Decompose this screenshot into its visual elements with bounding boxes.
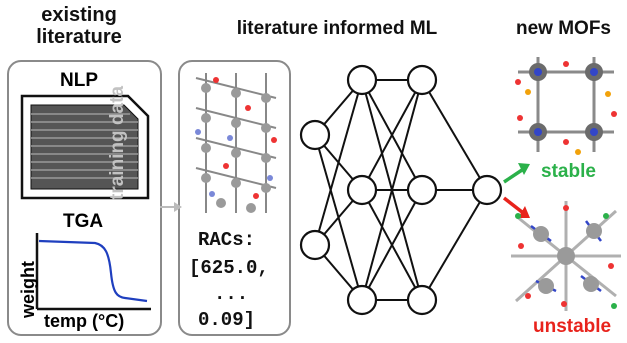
tga-label: TGA [63,211,104,232]
racs-first-value: [625.0, [189,257,269,279]
output-node [471,174,503,206]
input-node [299,229,331,261]
hidden-node [346,174,378,206]
hidden-node [406,284,438,316]
existing-literature-title: existing literature [36,4,122,48]
stable-mof-image [515,57,617,155]
unstable-arrow [502,196,524,214]
neural-network [299,64,503,316]
document-icon [20,94,150,200]
hidden-node [406,174,438,206]
output-arrows [502,163,530,218]
training-arrow [160,202,182,212]
racs-last-value: 0.09] [198,309,256,331]
temp-axis-label: temp (°C) [44,311,125,331]
tga-curve [38,239,148,303]
hidden-node [346,284,378,316]
stable-arrow [503,168,523,184]
stable-label: stable [541,161,596,182]
input-node [299,119,331,151]
hidden-node [346,64,378,96]
new-mofs-title: new MOFs [515,18,611,39]
hidden-node [406,64,438,96]
training-data-label: training data [107,85,128,200]
crystal-structure-image [195,73,277,213]
unstable-label: unstable [533,316,612,337]
tga-plot [35,233,151,311]
racs-title: RACs: [198,229,256,251]
unstable-mof-image [511,201,621,311]
racs-ellipsis: ... [214,283,249,305]
nlp-label: NLP [60,70,98,91]
racs-panel [178,60,291,336]
ml-title: literature informed ML [236,18,438,39]
weight-axis-label: weight [18,261,38,318]
